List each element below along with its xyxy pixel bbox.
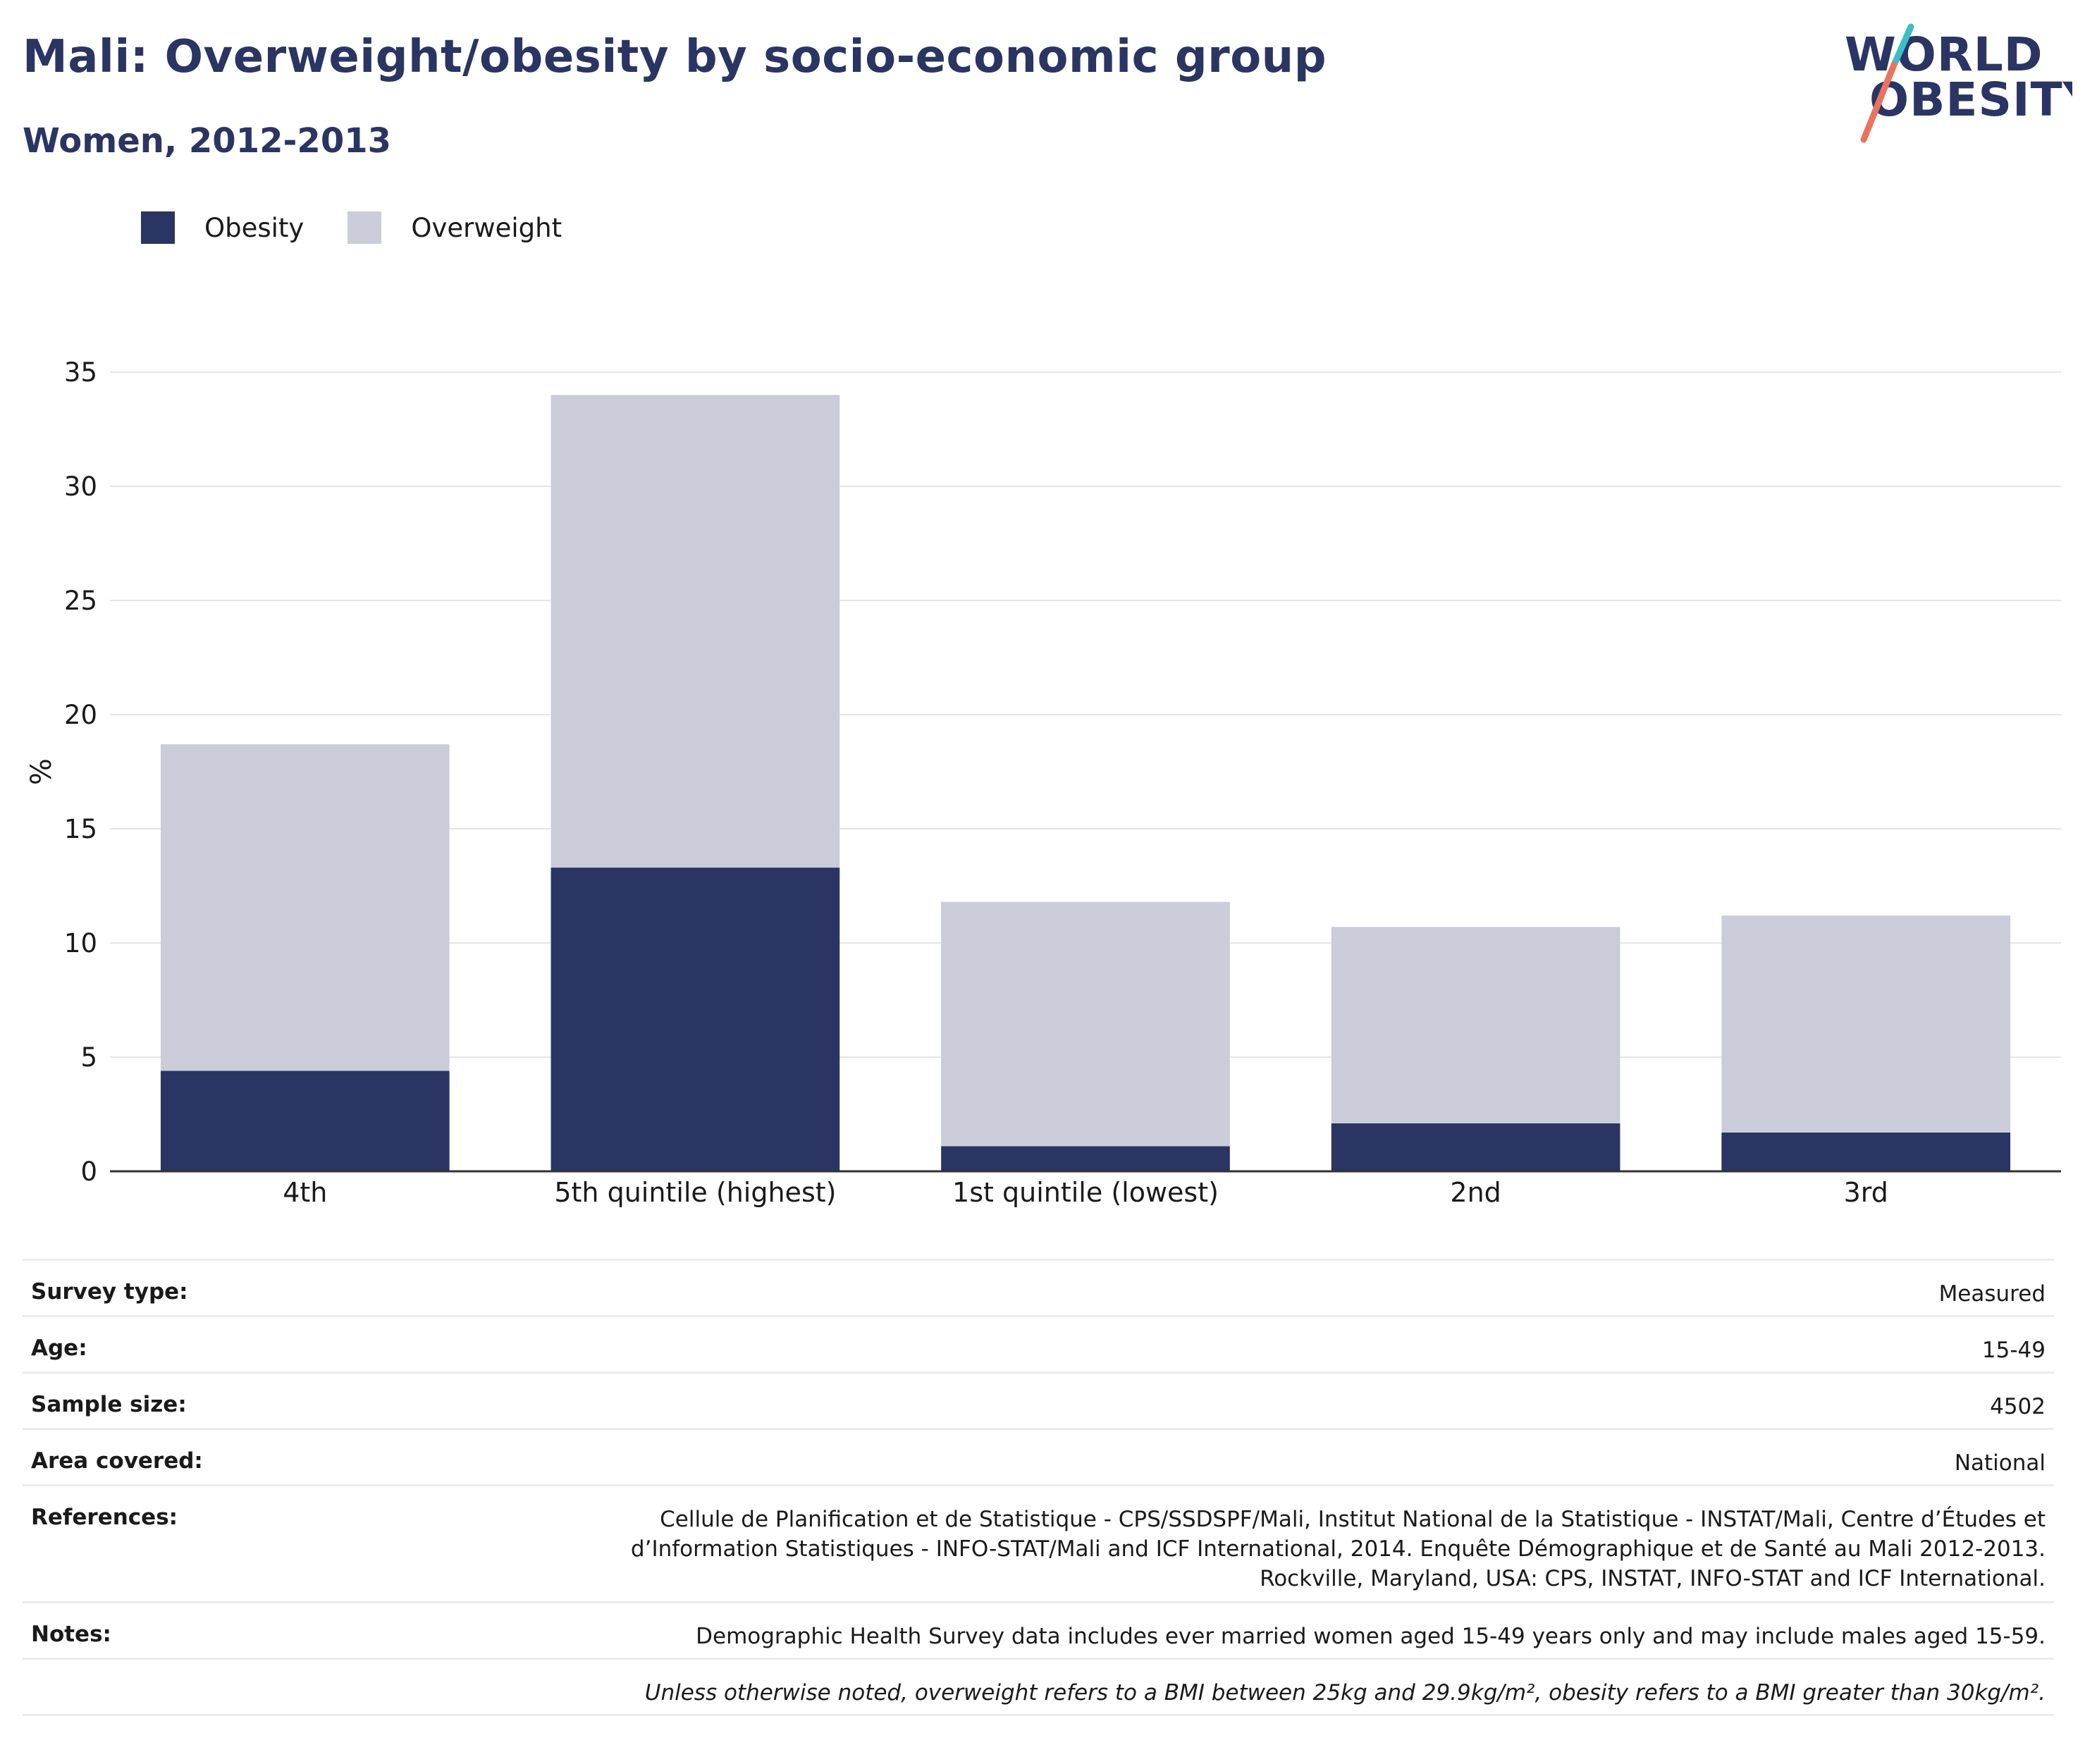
legend-item-obesity[interactable]: Obesity — [141, 211, 304, 244]
y-tick-label: 30 — [64, 471, 97, 502]
legend-label-overweight: Overweight — [411, 212, 562, 243]
bar-obesity[interactable] — [1331, 1123, 1620, 1171]
detail-label-survey-type: Survey type: — [23, 1259, 389, 1316]
detail-label-sample-size: Sample size: — [23, 1371, 389, 1429]
legend-swatch-obesity — [141, 211, 175, 244]
bmi-definition-footnote: Unless otherwise noted, overweight refer… — [389, 1658, 2054, 1716]
legend-swatch-overweight — [348, 211, 382, 244]
detail-row-survey-type: Survey type: Measured — [23, 1259, 2054, 1316]
bar-chart-svg: 0 5 10 15 20 25 30 35% 4th 5th quintile (highest)… — [25, 357, 2061, 1208]
chart-legend: Obesity Overweight — [141, 209, 605, 247]
y-tick-label: 20 — [64, 700, 97, 730]
bar-chart: 0 5 10 15 20 25 30 35% 4th 5th quintile (highest)… — [0, 310, 2085, 1226]
detail-value-area-covered: National — [389, 1428, 2054, 1486]
bar-obesity[interactable] — [160, 1071, 450, 1171]
detail-label-age: Age: — [23, 1315, 389, 1373]
bar-overweight[interactable] — [1331, 927, 1620, 1123]
y-axis-label: % — [25, 758, 58, 785]
detail-row-references: References: Cellule de Planification et … — [23, 1484, 2054, 1603]
detail-value-survey-type: Measured — [389, 1259, 2054, 1316]
y-tick-label: 25 — [64, 586, 97, 616]
bar-overweight[interactable] — [551, 395, 840, 868]
world-obesity-logo: WORLD OBESITY — [1833, 21, 2085, 148]
bar-obesity[interactable] — [1721, 1132, 2011, 1171]
reference-line: Rockville, Maryland, USA: CPS, INSTAT, I… — [1260, 1566, 2046, 1591]
detail-value-notes: Demographic Health Survey data includes … — [389, 1601, 2054, 1659]
reference-line: Cellule de Planification et de Statistiq… — [660, 1507, 2046, 1532]
bar-overweight[interactable] — [160, 744, 450, 1071]
logo-line-2: OBESITY — [1869, 73, 2072, 127]
chart-title: Mali: Overweight/obesity by socio-econom… — [23, 31, 1327, 83]
reference-line: d’Information Statistiques - INFO-STAT/M… — [630, 1536, 2046, 1562]
detail-value-references: Cellule de Planification et de Statistiq… — [389, 1484, 2054, 1603]
detail-label-notes: Notes: — [23, 1601, 389, 1659]
y-tick-label: 5 — [80, 1042, 97, 1073]
detail-value-age: 15-49 — [389, 1315, 2054, 1373]
x-tick-label: 1st quintile (lowest) — [952, 1177, 1219, 1208]
legend-label-obesity: Obesity — [204, 212, 305, 243]
y-tick-label: 35 — [64, 357, 97, 388]
y-tick-label: 15 — [64, 814, 97, 844]
chart-subtitle: Women, 2012-2013 — [23, 121, 392, 161]
logo-line-1: WORLD — [1845, 27, 2043, 82]
detail-row-notes: Notes: Demographic Health Survey data in… — [23, 1601, 2054, 1659]
logo-slash-bottom — [1860, 61, 1898, 143]
x-tick-label: 4th — [283, 1177, 327, 1208]
bar-obesity[interactable] — [551, 868, 840, 1171]
bar-overweight[interactable] — [941, 901, 1230, 1147]
detail-row-sample-size: Sample size: 4502 — [23, 1371, 2054, 1429]
x-tick-label: 5th quintile (highest) — [554, 1177, 836, 1208]
detail-value-sample-size: 4502 — [389, 1371, 2054, 1429]
x-tick-label: 2nd — [1450, 1177, 1501, 1208]
detail-row-age: Age: 15-49 — [23, 1315, 2054, 1373]
detail-row-footnote: Unless otherwise noted, overweight refer… — [23, 1658, 2054, 1716]
bar-overweight[interactable] — [1721, 915, 2011, 1133]
legend-item-overweight[interactable]: Overweight — [348, 211, 562, 244]
detail-label-area-covered: Area covered: — [23, 1428, 389, 1486]
detail-label-empty — [23, 1658, 389, 1716]
y-tick-label: 0 — [80, 1157, 97, 1187]
detail-row-area-covered: Area covered: National — [23, 1428, 2054, 1486]
y-tick-label: 10 — [64, 928, 97, 958]
logo-slash-top — [1890, 23, 1914, 68]
bar-obesity[interactable] — [941, 1146, 1230, 1171]
survey-details-table: Survey type: Measured Age: 15-49 Sample … — [23, 1259, 2054, 1716]
detail-label-references: References: — [23, 1484, 389, 1603]
x-tick-label: 3rd — [1844, 1177, 1888, 1208]
